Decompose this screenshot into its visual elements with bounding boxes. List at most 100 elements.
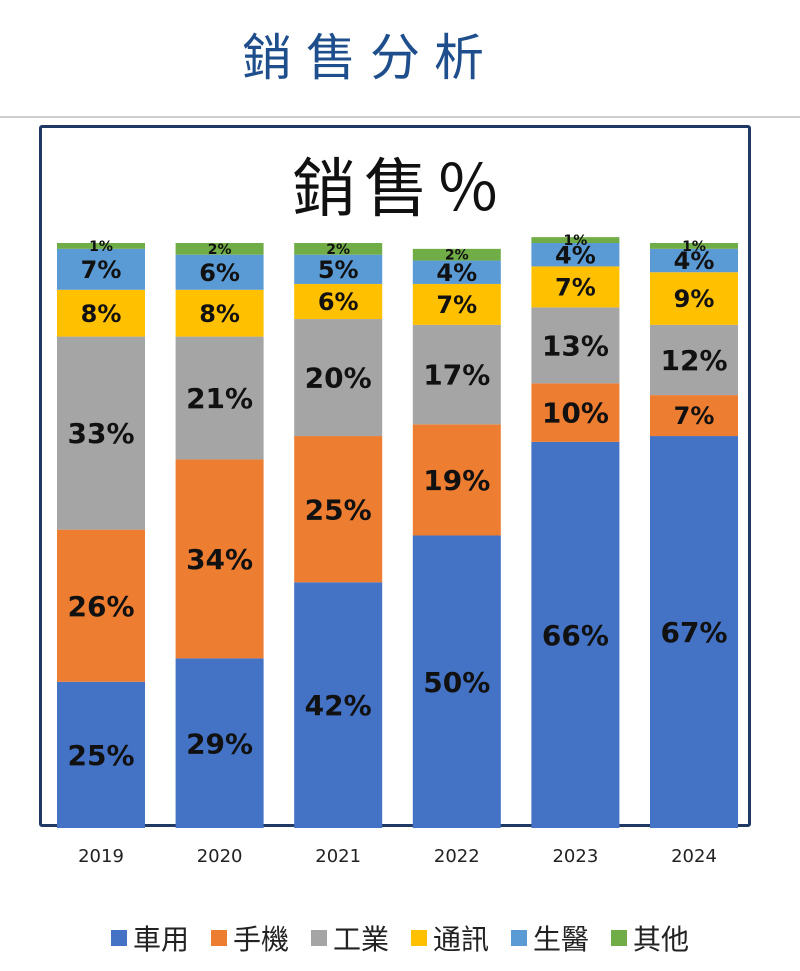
bar-segment	[175, 658, 264, 828]
bar-segment	[175, 254, 264, 290]
x-axis-tick-label: 2019	[78, 846, 124, 867]
bar-segment	[531, 383, 620, 442]
legend-item: 通訊	[411, 918, 489, 958]
legend-label: 車用	[132, 923, 189, 956]
legend-item: 車用	[110, 918, 189, 958]
bar-data-label: 6%	[318, 288, 359, 316]
bar-segment	[57, 681, 145, 828]
bar-segment	[412, 424, 501, 536]
bar-data-label: 34%	[186, 543, 253, 576]
bar-data-label: 13%	[542, 329, 609, 362]
bar-segment	[650, 243, 738, 249]
bar-data-label: 4%	[674, 247, 715, 275]
bar-data-label: 26%	[67, 590, 134, 623]
bar-data-label: 12%	[660, 344, 727, 377]
bar-segment	[57, 248, 145, 290]
bar-data-label: 6%	[199, 259, 240, 287]
legend-item: 生醫	[511, 918, 589, 958]
bar-data-label: 25%	[67, 739, 134, 772]
bar-segment	[294, 436, 383, 583]
bar-segment	[294, 582, 383, 828]
bar-segment	[294, 319, 383, 437]
bar-segment	[531, 441, 620, 828]
bar-data-label: 1%	[89, 239, 113, 255]
bar-segment	[412, 283, 501, 325]
bar-data-label: 4%	[436, 259, 477, 287]
bar-data-label: 5%	[318, 256, 359, 284]
page-title: 銷售分析	[242, 29, 498, 87]
bar-segment	[294, 283, 383, 320]
bar-data-label: 7%	[674, 402, 715, 430]
chart-legend: 車用 手機 工業 通訊 生醫 其他	[0, 918, 800, 958]
bar-data-label: 66%	[542, 619, 609, 652]
title-divider	[0, 116, 800, 118]
legend-label: 生醫	[533, 923, 590, 956]
x-axis-tick-label: 2021	[315, 846, 361, 867]
bar-data-label: 1%	[682, 239, 706, 255]
bar-segment	[175, 289, 264, 337]
bar-data-label: 7%	[81, 256, 122, 284]
bar-data-label: 1%	[564, 233, 588, 249]
x-axis-tick-label: 2020	[197, 846, 243, 867]
legend-label: 工業	[332, 923, 389, 956]
legend-item: 手機	[210, 918, 289, 958]
bar-segment	[531, 307, 620, 384]
bar-segment	[531, 237, 620, 243]
chart-frame	[39, 125, 751, 827]
bar-data-label: 17%	[423, 359, 490, 392]
bar-segment	[294, 254, 383, 284]
bar-data-label: 42%	[305, 689, 372, 722]
bar-segment	[294, 243, 383, 255]
bar-data-label: 29%	[186, 727, 253, 760]
bar-segment	[175, 459, 264, 659]
bar-data-label: 67%	[660, 616, 727, 649]
bar-data-label: 7%	[555, 274, 596, 302]
legend-swatch	[310, 930, 327, 946]
bar-segment	[650, 324, 738, 396]
bar-data-label: 19%	[423, 464, 490, 497]
bar-data-label: 21%	[186, 382, 253, 415]
bar-segment	[412, 324, 501, 425]
bar-segment	[650, 395, 738, 437]
legend-swatch	[210, 930, 227, 946]
bar-data-label: 8%	[81, 300, 122, 328]
bar-segment	[57, 243, 145, 249]
bar-segment	[650, 272, 738, 325]
bar-segment	[175, 243, 264, 255]
legend-swatch	[611, 930, 628, 946]
legend-swatch	[411, 930, 427, 946]
x-axis-tick-label: 2023	[552, 846, 598, 867]
bar-data-label: 10%	[542, 397, 609, 430]
bar-data-label: 7%	[436, 291, 477, 319]
bar-segment	[531, 266, 620, 308]
bar-data-label: 9%	[674, 285, 715, 313]
bar-data-label: 50%	[423, 666, 490, 699]
bar-segment	[57, 336, 145, 530]
legend-label: 其他	[633, 923, 690, 956]
bar-segment	[57, 529, 145, 682]
bar-segment	[57, 289, 145, 337]
x-axis-tick-label: 2024	[671, 846, 717, 867]
bar-segment	[412, 248, 501, 261]
bar-data-label: 2%	[445, 248, 469, 264]
bar-segment	[412, 535, 501, 828]
bar-data-label: 20%	[305, 362, 372, 395]
bar-data-label: 33%	[67, 417, 134, 450]
legend-item: 工業	[310, 918, 389, 958]
legend-item: 其他	[611, 918, 689, 958]
bar-segment	[650, 436, 738, 828]
bar-data-label: 8%	[199, 300, 240, 328]
legend-swatch	[110, 930, 127, 946]
chart-title: 銷售％	[292, 153, 508, 227]
bar-segment	[531, 243, 620, 267]
bar-data-label: 25%	[305, 493, 372, 526]
bar-data-label: 4%	[555, 241, 596, 269]
x-axis-tick-label: 2022	[434, 846, 480, 867]
bar-segment	[650, 248, 738, 273]
bar-data-label: 2%	[326, 242, 350, 258]
bar-segment	[175, 336, 264, 460]
legend-label: 通訊	[433, 923, 490, 956]
legend-swatch	[511, 930, 528, 946]
bar-data-label: 2%	[208, 242, 232, 258]
